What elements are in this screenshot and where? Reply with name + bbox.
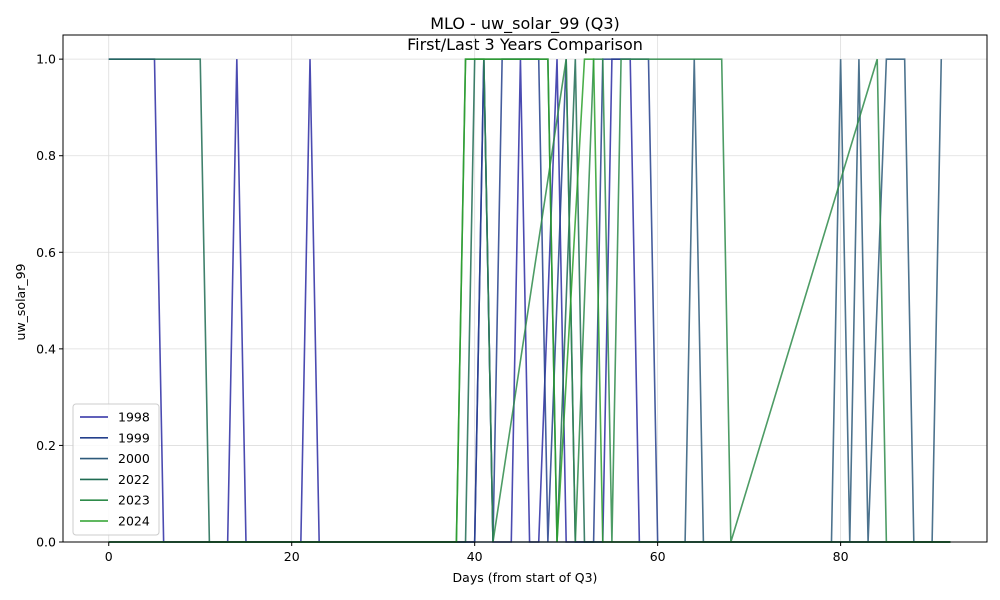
legend-box	[72, 403, 160, 536]
x-tick-label: 40	[467, 549, 483, 564]
series-lines	[108, 58, 951, 543]
legend-label: 1998	[118, 410, 150, 425]
x-tick-label: 0	[105, 549, 113, 564]
x-tick-label: 60	[650, 549, 666, 564]
y-tick-label: 1.0	[36, 52, 56, 67]
chart-subtitle: First/Last 3 Years Comparison	[407, 35, 643, 54]
plot-frame	[62, 34, 988, 543]
y-tick-label: 0.0	[36, 535, 56, 550]
y-axis-label: uw_solar_99	[13, 263, 28, 340]
legend-label: 2024	[118, 514, 150, 529]
x-tick-label: 20	[284, 549, 300, 564]
x-tick-label: 80	[833, 549, 849, 564]
legend-label: 2000	[118, 451, 150, 466]
legend-label: 1999	[118, 430, 150, 445]
chart-title: MLO - uw_solar_99 (Q3)	[430, 14, 620, 34]
x-axis-ticks: 0 20 40 60 80	[105, 542, 849, 564]
legend: 1998 1999 2000 2022 2023 2024	[72, 403, 160, 536]
x-axis-label: Days (from start of Q3)	[453, 570, 598, 585]
legend-label: 2023	[118, 493, 150, 508]
y-axis-ticks: 0.0 0.2 0.4 0.6 0.8 1.0	[36, 52, 63, 550]
y-tick-label: 0.2	[36, 438, 56, 453]
y-tick-label: 0.4	[36, 341, 56, 356]
y-tick-label: 0.6	[36, 245, 56, 260]
y-tick-label: 0.8	[36, 148, 56, 163]
legend-label: 2022	[118, 472, 150, 487]
series-line-2000	[108, 58, 943, 543]
